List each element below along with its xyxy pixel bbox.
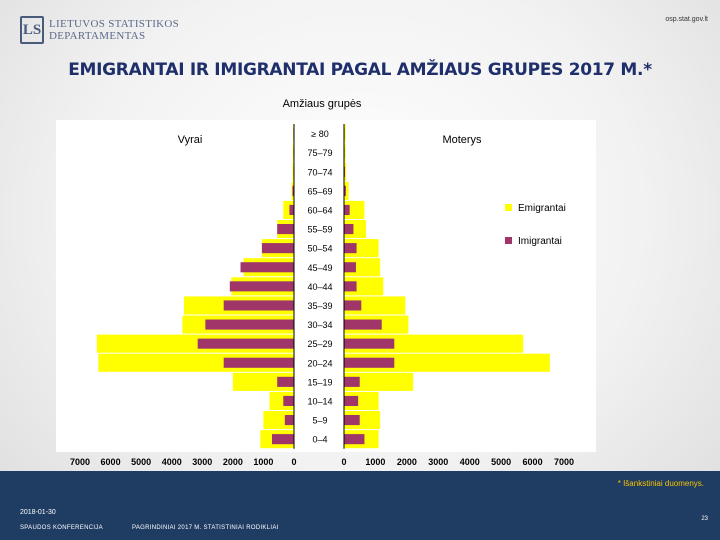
age-group-label: 0–4 <box>312 435 327 445</box>
bar-emigrants-women <box>344 372 414 391</box>
bar-immigrants-women <box>344 300 362 311</box>
bar-immigrants-women <box>344 204 350 215</box>
footnote: * Išankstiniai duomenys. <box>617 479 704 488</box>
age-group-label: 5–9 <box>312 416 327 426</box>
bar-immigrants-women <box>344 185 346 196</box>
age-group-label: 55–59 <box>307 225 332 235</box>
x-tick-right: 1000 <box>365 457 385 467</box>
age-group-label: 35–39 <box>307 301 332 311</box>
bar-immigrants-men <box>284 415 294 426</box>
legend-swatch <box>505 237 512 244</box>
age-group-label: 75–79 <box>307 148 332 158</box>
women-label: Moterys <box>442 134 482 146</box>
age-group-label: ≥ 80 <box>311 129 328 139</box>
chart-title: Amžiaus grupės <box>283 98 362 110</box>
x-tick-left: 0 <box>291 457 296 467</box>
bar-emigrants-women <box>344 124 346 143</box>
site-url[interactable]: osp.stat.gov.lt <box>665 16 708 23</box>
legend-label: Emigrantai <box>518 203 566 214</box>
x-tick-left: 7000 <box>70 457 90 467</box>
legend-label: Imigrantai <box>518 236 562 247</box>
logo-mark: LS <box>20 16 44 44</box>
bar-immigrants-men <box>197 338 294 349</box>
x-tick-left: 4000 <box>162 457 182 467</box>
age-group-label: 40–44 <box>307 282 332 292</box>
bar-immigrants-women <box>344 262 356 273</box>
legend-swatch <box>505 204 512 211</box>
bar-immigrants-men <box>277 376 294 387</box>
age-group-label: 50–54 <box>307 244 332 254</box>
age-group-label: 45–49 <box>307 263 332 273</box>
age-group-labels: ≥ 80 75–79 70–74 65–69 60–64 55–59 50–54 45–49 4… <box>307 129 332 445</box>
bar-immigrants-women <box>344 281 357 292</box>
bar-immigrants-men <box>271 434 294 445</box>
bar-emigrants-men <box>283 200 294 219</box>
bar-emigrants-women <box>344 181 349 200</box>
bar-immigrants-women <box>344 376 360 387</box>
x-tick-right: 2000 <box>397 457 417 467</box>
population-pyramid-chart: Amžiaus grupės Vyrai Moterys ≥ 80 75–79 70… <box>56 98 596 467</box>
bars-group <box>96 124 550 449</box>
bar-immigrants-women <box>344 338 395 349</box>
age-group-label: 70–74 <box>307 167 332 177</box>
age-group-label: 15–19 <box>307 377 332 387</box>
x-axis-ticks: 7000 6000 5000 4000 3000 2000 1000 0 0 1000 2000 30… <box>70 457 574 467</box>
bar-emigrants-men <box>292 143 294 162</box>
bar-immigrants-men <box>205 319 294 330</box>
x-tick-left: 6000 <box>101 457 121 467</box>
footer-subtitle: PAGRINDINIAI 2017 M. STATISTINIAI RODIKL… <box>132 525 279 531</box>
page-number: 23 <box>701 516 708 522</box>
bar-immigrants-men <box>283 395 294 406</box>
legend: Emigrantai Imigrantai <box>505 203 566 247</box>
footer-date: 2018-01-30 <box>20 509 56 516</box>
bar-immigrants-women <box>344 243 357 254</box>
x-tick-right: 6000 <box>523 457 543 467</box>
footer-conference: SPAUDOS KONFERENCIJA <box>20 525 103 531</box>
bar-immigrants-women <box>344 434 365 445</box>
bar-emigrants-women <box>344 143 346 162</box>
bar-immigrants-men <box>277 224 294 235</box>
bar-immigrants-men <box>261 243 294 254</box>
age-group-label: 60–64 <box>307 205 332 215</box>
bar-immigrants-women <box>344 224 354 235</box>
logo-text: LIETUVOS STATISTIKOS DEPARTAMENTAS <box>49 18 179 42</box>
bar-immigrants-men <box>229 281 294 292</box>
x-tick-left: 1000 <box>253 457 273 467</box>
plot-background <box>56 120 596 452</box>
x-tick-right: 0 <box>341 457 346 467</box>
age-group-label: 25–29 <box>307 339 332 349</box>
bar-immigrants-men <box>223 357 294 368</box>
age-group-label: 65–69 <box>307 186 332 196</box>
bar-emigrants-women <box>344 353 550 372</box>
logo-line2: DEPARTAMENTAS <box>49 30 146 42</box>
x-tick-left: 2000 <box>223 457 243 467</box>
x-tick-right: 4000 <box>460 457 480 467</box>
bar-immigrants-men <box>292 185 294 196</box>
age-group-label: 20–24 <box>307 358 332 368</box>
bar-immigrants-men <box>240 262 294 273</box>
bar-immigrants-men <box>289 204 294 215</box>
bar-immigrants-women <box>344 357 395 368</box>
men-label: Vyrai <box>178 134 203 146</box>
age-group-label: 10–14 <box>307 396 332 406</box>
bar-immigrants-women <box>344 395 359 406</box>
age-group-label: 30–34 <box>307 320 332 330</box>
x-tick-left: 5000 <box>131 457 151 467</box>
x-tick-left: 3000 <box>192 457 212 467</box>
x-tick-right: 7000 <box>554 457 574 467</box>
page-title: EMIGRANTAI IR IMIGRANTAI PAGAL AMŽIAUS G… <box>68 60 652 80</box>
x-tick-right: 3000 <box>428 457 448 467</box>
bar-immigrants-women <box>344 415 360 426</box>
x-tick-right: 5000 <box>491 457 511 467</box>
bar-immigrants-women <box>344 319 382 330</box>
footer-band <box>0 471 720 540</box>
bar-emigrants-women <box>344 162 347 181</box>
bar-immigrants-men <box>223 300 294 311</box>
bar-emigrants-men <box>292 162 294 181</box>
logo-line1: LIETUVOS STATISTIKOS <box>49 18 180 30</box>
logo: LS LIETUVOS STATISTIKOS DEPARTAMENTAS <box>20 16 179 44</box>
